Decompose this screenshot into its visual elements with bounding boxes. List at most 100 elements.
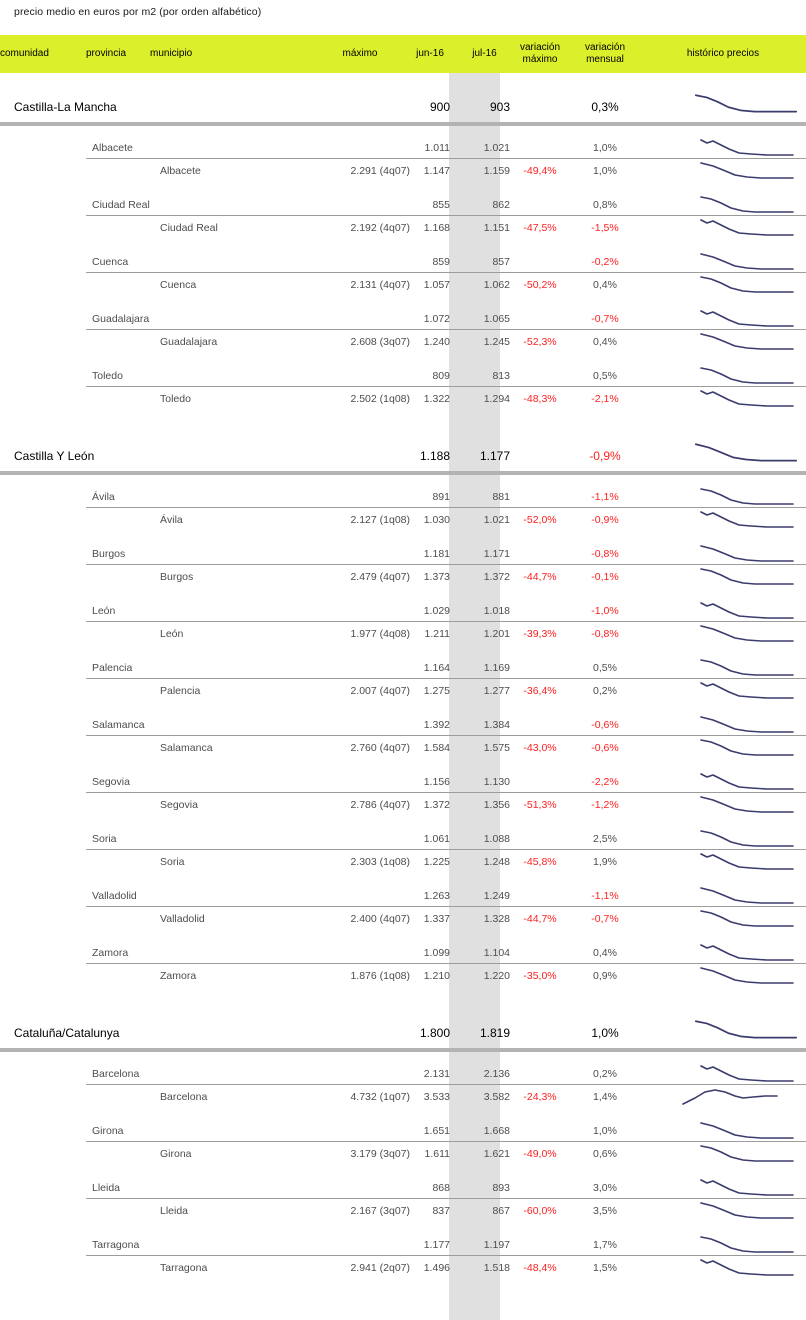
municipality-maximo: 2.192 (4q07) <box>350 222 410 234</box>
sparkline-svg <box>700 333 794 350</box>
municipality-jul16: 1.151 <box>483 222 510 234</box>
municipality-jul16: 1.372 <box>483 571 510 583</box>
province-jul16: 1.130 <box>483 775 510 788</box>
municipality-row[interactable]: Girona 3.179 (3q07) 1.611 1.621 -49,0% 0,6% <box>0 1142 806 1166</box>
province-variacion-maximo <box>510 137 570 158</box>
sparkline-svg <box>700 829 794 847</box>
cell-gap <box>450 771 459 792</box>
municipality-variacion-maximo: -39,3% <box>523 628 557 640</box>
cell-gap <box>450 600 459 621</box>
province-row[interactable]: Valladolid 1.263 1.249 -1,1% <box>0 885 806 906</box>
municipality-jul16: 1.277 <box>483 685 510 697</box>
province-row[interactable]: Salamanca 1.392 1.384 -0,6% <box>0 714 806 735</box>
municipality-name: Ávila <box>160 514 183 526</box>
province-jul16: 1.021 <box>483 141 510 154</box>
municipality-jul16: 1.248 <box>483 856 510 868</box>
province-name: Toledo <box>92 369 123 382</box>
municipality-row[interactable]: Salamanca 2.760 (4q07) 1.584 1.575 -43,0% -0,… <box>0 736 806 760</box>
province-row[interactable]: Burgos 1.181 1.171 -0,8% <box>0 543 806 564</box>
row-spacer <box>0 183 806 194</box>
row-spacer <box>0 126 806 137</box>
province-row[interactable]: Tarragona 1.177 1.197 1,7% <box>0 1234 806 1255</box>
region-row[interactable]: Castilla Y León 1.188 1.177 -0,9% <box>0 433 806 471</box>
municipality-row[interactable]: Albacete 2.291 (4q07) 1.147 1.159 -49,4% 1,0% <box>0 159 806 183</box>
price-table-container: comunidad provincia municipio máximo jun-16 j… <box>0 35 806 1320</box>
province-row[interactable]: Guadalajara 1.072 1.065 -0,7% <box>0 308 806 329</box>
province-maximo <box>310 1234 410 1255</box>
municipality-row[interactable]: Tarragona 2.941 (2q07) 1.496 1.518 -48,4% 1,5… <box>0 1256 806 1280</box>
province-row[interactable]: Lleida 868 893 3,0% <box>0 1177 806 1198</box>
column-header-provincia[interactable]: provincia <box>86 35 150 73</box>
cell-gap <box>450 486 459 507</box>
municipality-row[interactable]: Zamora 1.876 (1q08) 1.210 1.220 -35,0% 0,9% <box>0 964 806 988</box>
row-spacer <box>0 646 806 657</box>
municipality-variacion-maximo: -48,3% <box>523 393 557 405</box>
province-jul16: 1.249 <box>483 889 510 902</box>
province-row[interactable]: Girona 1.651 1.668 1,0% <box>0 1120 806 1141</box>
municipality-maximo: 2.007 (4q07) <box>350 685 410 697</box>
sparkline-svg <box>700 886 794 904</box>
province-jun16: 1.011 <box>424 141 451 154</box>
page-caption: precio medio en euros por m2 (por orden … <box>14 6 262 18</box>
municipality-row[interactable]: Lleida 2.167 (3q07) 837 867 -60,0% 3,5% <box>0 1199 806 1223</box>
province-jun16: 1.392 <box>423 718 450 731</box>
municipality-row[interactable]: Guadalajara 2.608 (3q07) 1.240 1.245 -52,3% 0… <box>0 330 806 354</box>
municipality-row[interactable]: Valladolid 2.400 (4q07) 1.337 1.328 -44,7% -0… <box>0 907 806 931</box>
province-variacion-maximo <box>510 600 570 621</box>
municipality-name: León <box>160 628 184 640</box>
row-spacer <box>0 354 806 365</box>
province-jun16: 1.651 <box>423 1124 450 1137</box>
cell-gap <box>450 330 459 354</box>
province-row[interactable]: Palencia 1.164 1.169 0,5% <box>0 657 806 678</box>
cell-gap <box>450 964 459 988</box>
region-maximo <box>310 433 410 471</box>
cell-gap <box>450 657 459 678</box>
column-header-maximo[interactable]: máximo <box>310 35 410 73</box>
municipality-row[interactable]: León 1.977 (4q08) 1.211 1.201 -39,3% -0,8% <box>0 622 806 646</box>
province-row[interactable]: Cuenca 859 857 -0,2% <box>0 251 806 272</box>
municipality-variacion-mensual: -1,5% <box>591 222 619 234</box>
region-row[interactable]: Castilla-La Mancha 900 903 0,3% <box>0 84 806 122</box>
column-header-variacion-maximo[interactable]: variación máximo <box>510 35 570 73</box>
municipality-row[interactable]: Soria 2.303 (1q08) 1.225 1.248 -45,8% 1,9% <box>0 850 806 874</box>
region-sparkline <box>640 1010 806 1048</box>
province-jul16: 881 <box>492 490 510 503</box>
column-header-comunidad[interactable]: comunidad <box>0 35 86 73</box>
municipality-row[interactable]: Ciudad Real 2.192 (4q07) 1.168 1.151 -47,5% -… <box>0 216 806 240</box>
municipality-row[interactable]: Segovia 2.786 (4q07) 1.372 1.356 -51,3% -1,2% <box>0 793 806 817</box>
municipality-row[interactable]: Ávila 2.127 (1q08) 1.030 1.021 -52,0% -0,9% <box>0 508 806 532</box>
row-spacer <box>0 988 806 1010</box>
province-row[interactable]: Segovia 1.156 1.130 -2,2% <box>0 771 806 792</box>
municipality-variacion-maximo: -43,0% <box>523 742 557 754</box>
province-sparkline <box>640 1234 806 1255</box>
column-header-municipio[interactable]: municipio <box>150 35 310 73</box>
column-header-variacion-mensual[interactable]: variación mensual <box>570 35 640 73</box>
province-row[interactable]: Ávila 891 881 -1,1% <box>0 486 806 507</box>
province-row[interactable]: Zamora 1.099 1.104 0,4% <box>0 942 806 963</box>
province-row[interactable]: Ciudad Real 855 862 0,8% <box>0 194 806 215</box>
province-row[interactable]: Albacete 1.011 1.021 1,0% <box>0 137 806 158</box>
province-variacion-mensual: -1,1% <box>591 490 619 503</box>
row-spacer <box>0 703 806 714</box>
column-header-jun16[interactable]: jun-16 <box>410 35 450 73</box>
column-header-historico-precios[interactable]: histórico precios <box>640 35 806 73</box>
price-table: comunidad provincia municipio máximo jun-16 j… <box>0 35 806 1280</box>
region-row[interactable]: Cataluña/Catalunya 1.800 1.819 1,0% <box>0 1010 806 1048</box>
province-name: Zamora <box>92 946 129 959</box>
municipality-variacion-mensual: 1,0% <box>593 165 617 177</box>
municipality-row[interactable]: Burgos 2.479 (4q07) 1.373 1.372 -44,7% -0,1% <box>0 565 806 589</box>
municipality-maximo: 2.400 (4q07) <box>350 913 410 925</box>
column-header-jul16[interactable]: jul-16 <box>459 35 510 73</box>
row-spacer <box>0 411 806 433</box>
province-row[interactable]: León 1.029 1.018 -1,0% <box>0 600 806 621</box>
municipality-maximo: 2.760 (4q07) <box>350 742 410 754</box>
province-row[interactable]: Soria 1.061 1.088 2,5% <box>0 828 806 849</box>
province-jun16: 1.156 <box>423 775 450 788</box>
municipality-row[interactable]: Palencia 2.007 (4q07) 1.275 1.277 -36,4% 0,2% <box>0 679 806 703</box>
province-row[interactable]: Toledo 809 813 0,5% <box>0 365 806 386</box>
province-row[interactable]: Barcelona 2.131 2.136 0,2% <box>0 1063 806 1084</box>
municipality-row[interactable]: Cuenca 2.131 (4q07) 1.057 1.062 -50,2% 0,4% <box>0 273 806 297</box>
municipality-maximo: 2.479 (4q07) <box>350 571 410 583</box>
region-variacion-maximo <box>510 1010 570 1048</box>
municipality-row[interactable]: Toledo 2.502 (1q08) 1.322 1.294 -48,3% -2,1% <box>0 387 806 411</box>
